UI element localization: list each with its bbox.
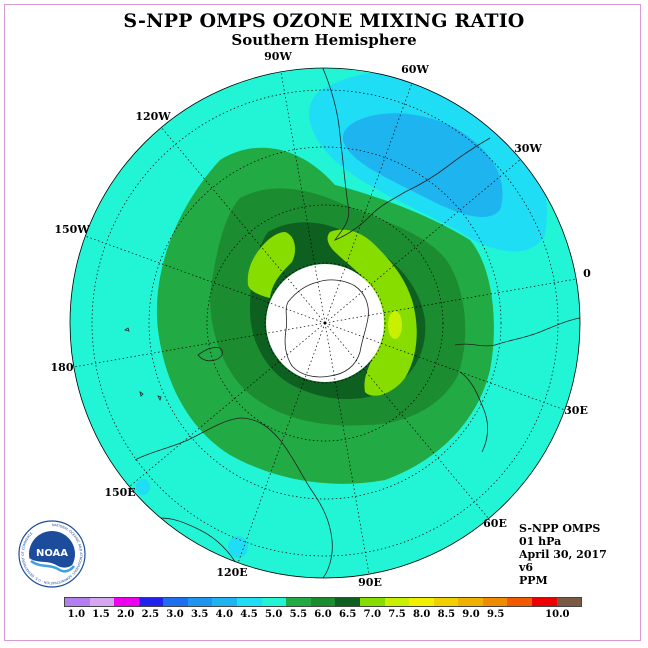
colorbar	[64, 597, 582, 607]
colorbar-segment	[384, 598, 410, 606]
lon-label-180: 180	[51, 361, 74, 374]
lon-label-60e: 60E	[483, 517, 507, 530]
colorbar-segment	[138, 598, 164, 606]
colorbar-segment	[507, 598, 532, 606]
contour-3.5	[342, 113, 503, 217]
noaa-seagull-icon	[29, 558, 75, 580]
colorbar-label: 6.5	[338, 609, 357, 620]
colorbar-segment	[114, 598, 139, 606]
colorbar-segment	[556, 598, 582, 606]
lon-label-120w: 120W	[135, 110, 171, 123]
colorbar-segment	[187, 598, 213, 606]
islands	[124, 327, 574, 418]
coastlines	[124, 68, 580, 578]
colorbar-label: 6.0	[314, 609, 332, 620]
colorbar-segment	[163, 598, 188, 606]
colorbar-labels: 1.0 1.5 2.0 2.5 3.0 3.5 4.0 4.5 5.0 5.5 6.0 6.5 7.0 7…	[0, 609, 648, 623]
colorbar-segment	[310, 598, 336, 606]
colorbar-label: 1.5	[92, 609, 110, 620]
colorbar-label: 4.0	[215, 609, 234, 620]
lon-label-0: 0	[583, 267, 591, 280]
colorbar-label: 3.0	[166, 609, 184, 620]
new-zealand-coastline	[197, 347, 223, 362]
info-version: v6	[519, 561, 534, 574]
info-date: April 30, 2017	[519, 548, 607, 561]
colorbar-label: 7.0	[363, 609, 382, 620]
colorbar-segment	[531, 598, 557, 606]
colorbar-label: 5.0	[264, 609, 283, 620]
noaa-logo-text: NOAA	[36, 548, 68, 559]
lon-label-150e: 150E	[104, 486, 135, 499]
colorbar-segment	[89, 598, 115, 606]
lon-label-150w: 150W	[54, 223, 90, 236]
colorbar-label: 4.5	[240, 609, 258, 620]
colorbar-segment	[482, 598, 508, 606]
contour-4.0-spot-a	[136, 479, 150, 495]
colorbar-label: 8.5	[437, 609, 456, 620]
lon-label-120e: 120E	[216, 566, 247, 579]
contour-7.5	[388, 311, 402, 339]
lon-label-90w: 90W	[264, 50, 292, 63]
colorbar-segment	[65, 598, 90, 606]
info-level: 01 hPa	[519, 535, 562, 548]
colorbar-label: 7.5	[388, 609, 406, 620]
lon-label-30e: 30E	[564, 404, 588, 417]
colorbar-label: 1.0	[67, 609, 86, 620]
colorbar-label: 2.5	[141, 609, 160, 620]
colorbar-label: 5.5	[289, 609, 308, 620]
colorbar-label: 9.5	[486, 609, 505, 620]
contour-7.0-west	[247, 232, 296, 298]
colorbar-segment	[237, 598, 262, 606]
colorbar-segment	[458, 598, 483, 606]
map-title: S-NPP OMPS OZONE MIXING RATIO	[123, 10, 525, 32]
colorbar-label: 9.0	[462, 609, 480, 620]
map-subtitle: Southern Hemisphere	[231, 31, 417, 49]
africa-coastline	[454, 317, 580, 453]
noaa-logo: NOAA NATIONAL OCEANIC AND ATMOSPHERIC AD…	[18, 520, 86, 588]
colorbar-segment	[286, 598, 311, 606]
contour-7.0-east	[327, 229, 417, 396]
colorbar-label: 3.5	[190, 609, 209, 620]
lon-label-30w: 30W	[514, 142, 542, 155]
colorbar-label: 10.0	[545, 609, 570, 620]
longitude-labels: 90W 60W 30W 0 30E 60E 90E 120E 150E 180 …	[51, 50, 592, 589]
colorbar-segment	[212, 598, 238, 606]
colorbar-segment	[409, 598, 434, 606]
colorbar-segment	[359, 598, 385, 606]
page-frame	[4, 4, 641, 641]
graticule	[73, 71, 577, 575]
lon-label-60w: 60W	[401, 63, 429, 76]
lon-label-90e: 90E	[358, 576, 382, 589]
map-boundary	[69, 67, 581, 579]
colorbar-segment	[433, 598, 459, 606]
south-pole-marker	[323, 321, 327, 325]
contour-4.0-spot-b	[228, 536, 248, 558]
australia-coastline	[134, 417, 333, 578]
colorbar-label: 8.0	[412, 609, 431, 620]
south-america-coastline	[321, 68, 491, 241]
colorbar-segment	[335, 598, 360, 606]
info-instrument: S-NPP OMPS	[519, 522, 601, 535]
antarctica-coastline	[284, 279, 369, 378]
colorbar-label: 2.0	[116, 609, 135, 620]
info-units: PPM	[519, 574, 548, 587]
colorbar-segment	[261, 598, 287, 606]
